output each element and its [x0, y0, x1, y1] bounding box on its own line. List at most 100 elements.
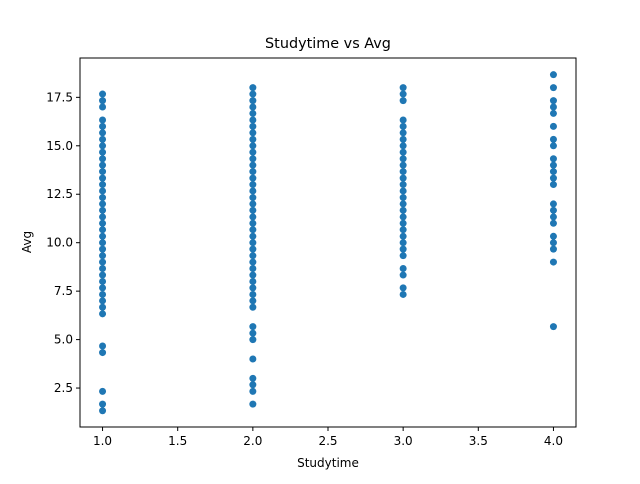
scatter-point [249, 103, 257, 111]
scatter-point [99, 271, 107, 279]
x-axis: 1.0 1.5 2.0 2.5 3.0 3.5 4.0 [93, 427, 563, 448]
scatter-point [99, 400, 107, 408]
scatter-point [549, 323, 557, 331]
scatter-point [249, 239, 257, 247]
scatter-point [399, 213, 407, 221]
scatter-point [249, 168, 257, 176]
scatter-point [99, 116, 107, 124]
scatter-point [399, 252, 407, 260]
scatter-point [99, 187, 107, 195]
scatter-point [399, 206, 407, 214]
scatter-point [399, 122, 407, 130]
scatter-point [399, 271, 407, 279]
scatter-point [99, 245, 107, 253]
x-tick-label: 1.0 [93, 434, 112, 448]
scatter-point [249, 129, 257, 137]
scatter-point [99, 206, 107, 214]
scatter-point [99, 122, 107, 130]
scatter-point [99, 226, 107, 234]
scatter-point [249, 97, 257, 105]
scatter-point [549, 181, 557, 189]
x-tick-label: 1.5 [168, 434, 187, 448]
scatter-point [249, 264, 257, 272]
scatter-point [249, 148, 257, 156]
scatter-point [549, 219, 557, 227]
scatter-point [249, 194, 257, 202]
scatter-point [249, 219, 257, 227]
scatter-point [549, 239, 557, 247]
scatter-point [99, 161, 107, 169]
scatter-point [399, 142, 407, 150]
scatter-point [549, 122, 557, 130]
scatter-point [249, 142, 257, 150]
y-tick-label: 17.5 [46, 90, 73, 104]
x-tick-label: 2.0 [243, 434, 262, 448]
scatter-point [399, 181, 407, 189]
scatter-point [99, 252, 107, 260]
scatter-point [99, 239, 107, 247]
scatter-point [399, 174, 407, 182]
scatter-point [249, 155, 257, 163]
x-tick-label: 2.5 [318, 434, 337, 448]
scatter-point [249, 252, 257, 260]
scatter-point [549, 200, 557, 208]
y-axis: 2.5 5.0 7.5 10.0 12.5 15.0 17.5 [46, 90, 80, 395]
scatter-point [99, 342, 107, 350]
scatter-point [99, 310, 107, 318]
y-tick-label: 15.0 [46, 139, 73, 153]
y-tick-label: 5.0 [54, 333, 73, 347]
scatter-point [99, 277, 107, 285]
scatter-point [549, 168, 557, 176]
scatter-point [399, 168, 407, 176]
scatter-point [399, 219, 407, 227]
scatter-point [399, 135, 407, 143]
scatter-point [249, 387, 257, 395]
scatter-point [249, 135, 257, 143]
scatter-point [249, 303, 257, 311]
scatter-point [249, 290, 257, 298]
scatter-point [399, 284, 407, 292]
scatter-point [249, 226, 257, 234]
scatter-point [249, 122, 257, 130]
scatter-point [99, 284, 107, 292]
scatter-point [99, 148, 107, 156]
scatter-point [99, 258, 107, 266]
scatter-point [249, 245, 257, 253]
scatter-point [99, 290, 107, 298]
scatter-point [249, 200, 257, 208]
scatter-point [249, 258, 257, 266]
scatter-point [249, 297, 257, 305]
x-tick-label: 3.5 [469, 434, 488, 448]
scatter-point [99, 142, 107, 150]
scatter-point [99, 103, 107, 111]
scatter-point [99, 174, 107, 182]
y-tick-label: 7.5 [54, 284, 73, 298]
scatter-point [249, 336, 257, 344]
scatter-point [249, 284, 257, 292]
scatter-point [249, 206, 257, 214]
chart-title: Studytime vs Avg [265, 36, 391, 52]
y-axis-label: Avg [20, 231, 34, 253]
scatter-point [249, 400, 257, 408]
scatter-point [549, 155, 557, 163]
scatter-point [549, 161, 557, 169]
scatter-point [399, 97, 407, 105]
scatter-point [549, 258, 557, 266]
scatter-point [249, 109, 257, 117]
scatter-point [99, 90, 107, 98]
scatter-point [249, 277, 257, 285]
scatter-point [399, 245, 407, 253]
scatter-point [99, 213, 107, 221]
scatter-point [249, 271, 257, 279]
scatter-point [249, 116, 257, 124]
scatter-point [99, 264, 107, 272]
scatter-point [399, 226, 407, 234]
y-tick-label: 10.0 [46, 236, 73, 250]
scatter-point [99, 200, 107, 208]
scatter-point [549, 109, 557, 117]
scatter-point [249, 84, 257, 92]
scatter-point [399, 187, 407, 195]
y-tick-label: 12.5 [46, 187, 73, 201]
scatter-point [99, 219, 107, 227]
